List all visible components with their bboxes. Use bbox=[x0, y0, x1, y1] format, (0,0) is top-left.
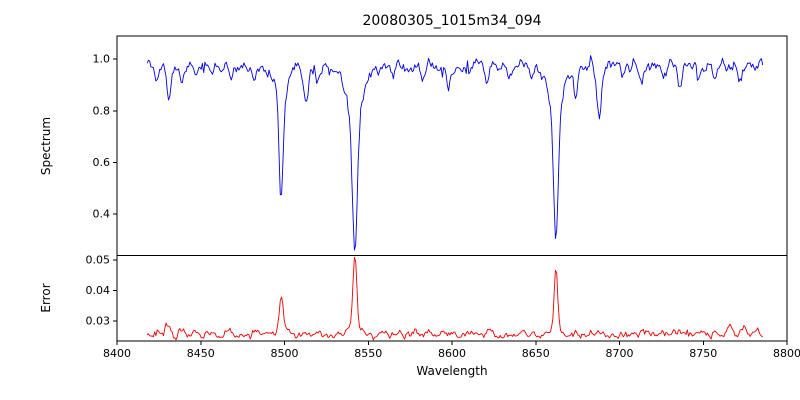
spectrum-line bbox=[146, 55, 764, 251]
x-axis-label: Wavelength bbox=[416, 364, 488, 378]
spectrum-y-tick-label: 1.0 bbox=[93, 53, 111, 66]
spectrum-y-tick-label: 0.8 bbox=[93, 104, 111, 117]
x-tick-label: 8500 bbox=[271, 347, 299, 360]
chart-title: 20080305_1015m34_094 bbox=[362, 13, 542, 29]
x-tick-label: 8700 bbox=[606, 347, 634, 360]
error-y-tick-label: 0.03 bbox=[86, 315, 111, 328]
x-tick-label: 8650 bbox=[522, 347, 550, 360]
x-tick-label: 8450 bbox=[187, 347, 215, 360]
x-tick-label: 8400 bbox=[103, 347, 131, 360]
error-panel-border bbox=[116, 255, 788, 342]
spectrum-y-tick-label: 0.4 bbox=[93, 208, 111, 221]
x-tick-label: 8600 bbox=[438, 347, 466, 360]
error-y-tick-label: 0.04 bbox=[86, 284, 111, 297]
error-line bbox=[146, 256, 763, 341]
spectrum-panel-border bbox=[116, 35, 788, 256]
error-y-tick-label: 0.05 bbox=[86, 254, 111, 267]
x-tick-label: 8750 bbox=[689, 347, 717, 360]
x-tick-label: 8800 bbox=[773, 347, 800, 360]
spectrum-y-tick-label: 0.6 bbox=[93, 156, 111, 169]
x-tick-label: 8550 bbox=[354, 347, 382, 360]
